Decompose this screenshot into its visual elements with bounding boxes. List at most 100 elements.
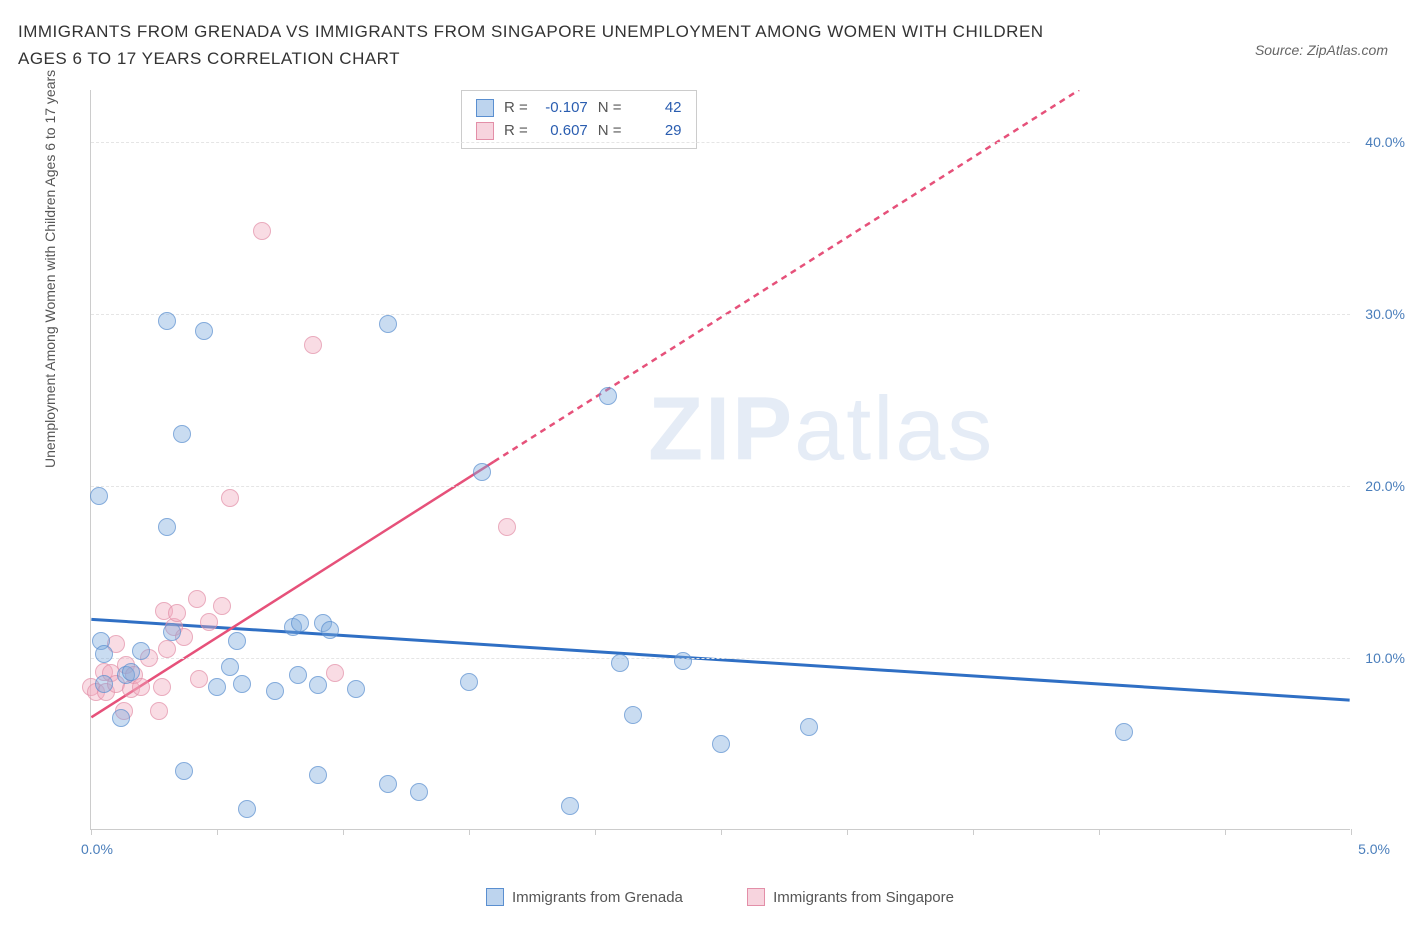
scatter-point-grenada xyxy=(158,518,176,536)
scatter-point-grenada xyxy=(379,315,397,333)
x-tick xyxy=(847,829,848,835)
scatter-point-singapore xyxy=(253,222,271,240)
gridline xyxy=(91,314,1350,315)
scatter-point-singapore xyxy=(221,489,239,507)
swatch-blue-icon xyxy=(486,888,504,906)
scatter-point-singapore xyxy=(213,597,231,615)
x-tick xyxy=(595,829,596,835)
legend-item-singapore: Immigrants from Singapore xyxy=(747,888,954,906)
x-axis-origin-label: 0.0% xyxy=(81,841,113,857)
scatter-point-singapore xyxy=(132,678,150,696)
scatter-point-grenada xyxy=(289,666,307,684)
scatter-point-grenada xyxy=(1115,723,1133,741)
scatter-point-singapore xyxy=(158,640,176,658)
scatter-point-singapore xyxy=(168,604,186,622)
scatter-point-grenada xyxy=(410,783,428,801)
scatter-point-singapore xyxy=(188,590,206,608)
x-tick xyxy=(1099,829,1100,835)
stats-row-singapore: R = 0.607 N = 29 xyxy=(476,120,682,143)
swatch-pink-icon xyxy=(476,122,494,140)
scatter-point-singapore xyxy=(498,518,516,536)
scatter-point-grenada xyxy=(309,766,327,784)
gridline xyxy=(91,142,1350,143)
scatter-point-grenada xyxy=(321,621,339,639)
scatter-point-grenada xyxy=(95,645,113,663)
n-label: N = xyxy=(598,120,622,143)
watermark: ZIPatlas xyxy=(648,378,994,481)
stats-legend-box: R = -0.107 N = 42 R = 0.607 N = 29 xyxy=(461,90,697,149)
scatter-point-singapore xyxy=(153,678,171,696)
scatter-point-grenada xyxy=(158,312,176,330)
source-attribution: Source: ZipAtlas.com xyxy=(1255,42,1388,58)
scatter-point-grenada xyxy=(233,675,251,693)
x-axis-max-label: 5.0% xyxy=(1358,841,1390,857)
scatter-point-grenada xyxy=(460,673,478,691)
y-tick-label: 30.0% xyxy=(1365,306,1405,322)
swatch-pink-icon xyxy=(747,888,765,906)
legend-label-grenada: Immigrants from Grenada xyxy=(512,889,683,906)
scatter-point-grenada xyxy=(163,623,181,641)
x-tick xyxy=(973,829,974,835)
r-label: R = xyxy=(504,120,528,143)
legend-label-singapore: Immigrants from Singapore xyxy=(773,889,954,906)
scatter-point-grenada xyxy=(195,322,213,340)
scatter-point-grenada xyxy=(599,387,617,405)
scatter-point-grenada xyxy=(561,797,579,815)
n-label: N = xyxy=(598,97,622,120)
r-label: R = xyxy=(504,97,528,120)
scatter-point-grenada xyxy=(173,425,191,443)
x-tick xyxy=(1225,829,1226,835)
chart-title: IMMIGRANTS FROM GRENADA VS IMMIGRANTS FR… xyxy=(18,18,1068,72)
r-value-singapore: 0.607 xyxy=(538,120,588,143)
scatter-point-singapore xyxy=(200,613,218,631)
scatter-point-grenada xyxy=(132,642,150,660)
scatter-point-grenada xyxy=(228,632,246,650)
y-tick-label: 20.0% xyxy=(1365,478,1405,494)
legend-item-grenada: Immigrants from Grenada xyxy=(486,888,683,906)
scatter-point-singapore xyxy=(326,664,344,682)
chart-container: Unemployment Among Women with Children A… xyxy=(60,90,1380,880)
scatter-point-grenada xyxy=(291,614,309,632)
r-value-grenada: -0.107 xyxy=(538,97,588,120)
scatter-point-grenada xyxy=(347,680,365,698)
scatter-point-grenada xyxy=(208,678,226,696)
x-tick xyxy=(91,829,92,835)
scatter-point-singapore xyxy=(304,336,322,354)
scatter-point-grenada xyxy=(473,463,491,481)
x-tick xyxy=(721,829,722,835)
trendlines-svg xyxy=(91,90,1350,829)
x-tick xyxy=(217,829,218,835)
n-value-grenada: 42 xyxy=(632,97,682,120)
x-tick xyxy=(469,829,470,835)
scatter-point-grenada xyxy=(112,709,130,727)
scatter-point-grenada xyxy=(379,775,397,793)
scatter-point-grenada xyxy=(122,663,140,681)
y-tick-label: 10.0% xyxy=(1365,650,1405,666)
scatter-point-grenada xyxy=(674,652,692,670)
y-tick-label: 40.0% xyxy=(1365,134,1405,150)
plot-area: ZIPatlas R = -0.107 N = 42 R = 0.607 N =… xyxy=(90,90,1350,830)
scatter-point-grenada xyxy=(90,487,108,505)
scatter-point-grenada xyxy=(238,800,256,818)
x-tick xyxy=(1351,829,1352,835)
y-axis-label: Unemployment Among Women with Children A… xyxy=(42,70,58,468)
watermark-light: atlas xyxy=(794,379,994,479)
scatter-point-grenada xyxy=(175,762,193,780)
gridline xyxy=(91,486,1350,487)
scatter-point-singapore xyxy=(150,702,168,720)
scatter-point-grenada xyxy=(800,718,818,736)
gridline xyxy=(91,658,1350,659)
scatter-point-grenada xyxy=(611,654,629,672)
scatter-point-grenada xyxy=(309,676,327,694)
swatch-blue-icon xyxy=(476,99,494,117)
x-tick xyxy=(343,829,344,835)
scatter-point-grenada xyxy=(221,658,239,676)
scatter-point-grenada xyxy=(712,735,730,753)
scatter-point-singapore xyxy=(190,670,208,688)
n-value-singapore: 29 xyxy=(632,120,682,143)
scatter-point-grenada xyxy=(624,706,642,724)
bottom-legend: Immigrants from Grenada Immigrants from … xyxy=(90,888,1350,910)
scatter-point-grenada xyxy=(266,682,284,700)
watermark-bold: ZIP xyxy=(648,379,794,479)
scatter-point-grenada xyxy=(95,675,113,693)
